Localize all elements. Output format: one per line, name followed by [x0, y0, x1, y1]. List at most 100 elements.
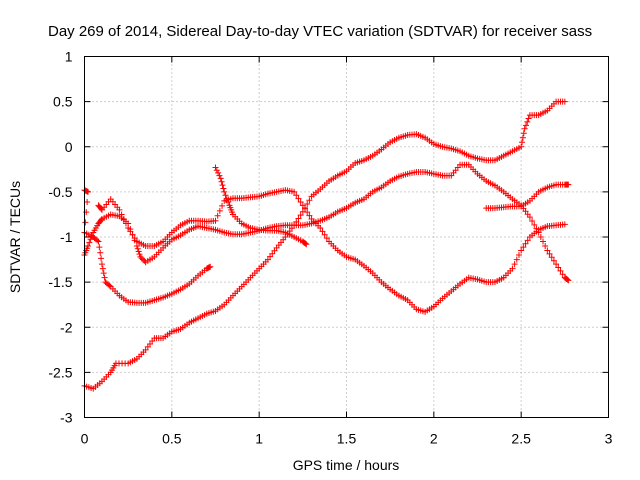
y-tick-label: 0 — [65, 139, 73, 155]
data-point-marker — [98, 261, 105, 268]
data-point-marker — [302, 205, 309, 212]
data-point-marker — [98, 255, 105, 262]
data-point-marker — [129, 231, 136, 238]
data-point-marker — [561, 221, 568, 228]
data-point-marker — [565, 181, 572, 188]
data-point-marker — [137, 253, 144, 260]
data-point-marker — [219, 202, 226, 209]
data-point-marker — [533, 225, 540, 232]
data-point-marker — [565, 277, 572, 284]
data-point-marker — [219, 182, 226, 189]
series-track-4 — [81, 161, 572, 284]
data-point-marker — [82, 219, 89, 226]
data-point-marker — [522, 122, 529, 129]
x-tick-label: 2 — [430, 431, 438, 447]
data-point-marker — [86, 239, 93, 246]
data-point-marker — [323, 235, 330, 242]
data-point-marker — [291, 188, 298, 195]
data-point-marker — [306, 197, 313, 204]
data-point-marker — [548, 254, 555, 261]
data-point-marker — [553, 261, 560, 268]
data-point-marker — [216, 172, 223, 179]
data-point-marker — [100, 270, 107, 277]
data-point-marker — [215, 169, 222, 176]
data-point-marker — [297, 212, 304, 219]
y-tick-label: -0.5 — [48, 184, 72, 200]
series-track-2 — [95, 187, 568, 315]
data-point-marker — [207, 263, 214, 270]
series-track-5 — [212, 164, 310, 248]
data-point-marker — [97, 249, 104, 256]
data-point-marker — [519, 139, 526, 146]
x-axis-label: GPS time / hours — [293, 457, 400, 473]
data-point-marker — [293, 192, 300, 199]
data-point-marker — [217, 175, 224, 182]
data-point-marker — [564, 276, 571, 283]
data-point-marker — [515, 252, 522, 259]
data-point-marker — [106, 282, 113, 289]
data-point-marker — [306, 212, 313, 219]
data-point-marker — [96, 244, 103, 251]
data-point-marker — [214, 212, 221, 219]
data-markers — [81, 98, 572, 392]
data-point-marker — [520, 244, 527, 251]
data-point-marker — [542, 243, 549, 250]
data-point-marker — [299, 202, 306, 209]
data-point-marker — [84, 243, 91, 250]
series-track-1 — [81, 98, 568, 392]
data-point-marker — [95, 238, 102, 245]
data-point-marker — [223, 195, 230, 202]
data-point-marker — [561, 98, 568, 105]
chart-title: Day 269 of 2014, Sidereal Day-to-day VTE… — [48, 23, 592, 40]
data-point-marker — [218, 178, 225, 185]
data-point-marker — [98, 217, 105, 224]
data-point-marker — [213, 167, 220, 174]
data-point-marker — [127, 226, 134, 233]
data-point-marker — [531, 221, 538, 228]
data-point-marker — [131, 237, 138, 244]
series-track-6 — [483, 181, 572, 212]
data-point-marker — [221, 188, 228, 195]
data-point-marker — [529, 217, 536, 224]
y-tick-label: -1.5 — [48, 274, 72, 290]
data-point-marker — [88, 232, 95, 239]
data-point-marker — [98, 205, 105, 212]
data-point-marker — [319, 228, 326, 235]
data-point-marker — [295, 195, 302, 202]
data-point-marker — [513, 256, 520, 263]
data-point-marker — [84, 188, 91, 195]
data-point-marker — [518, 247, 525, 254]
y-tick-label: 1 — [65, 49, 73, 65]
data-point-marker — [520, 130, 527, 137]
data-point-marker — [303, 241, 310, 248]
data-point-marker — [509, 265, 516, 272]
y-tick-label: -2.5 — [48, 364, 72, 380]
data-point-marker — [116, 206, 123, 213]
data-point-marker — [511, 261, 518, 268]
data-point-marker — [535, 229, 542, 236]
data-point-marker — [220, 185, 227, 192]
y-tick-label: -3 — [60, 410, 73, 426]
data-point-marker — [519, 134, 526, 141]
data-point-marker — [212, 164, 219, 171]
data-point-marker — [99, 265, 106, 272]
x-tick-label: 2.5 — [511, 431, 531, 447]
data-point-marker — [225, 199, 232, 206]
data-point-marker — [304, 201, 311, 208]
data-point-marker — [550, 257, 557, 264]
y-tick-label: 0.5 — [53, 94, 73, 110]
data-point-marker — [136, 251, 143, 258]
data-point-marker — [521, 125, 528, 132]
data-point-marker — [526, 214, 533, 221]
data-point-marker — [84, 199, 91, 206]
data-point-marker — [540, 238, 546, 245]
data-point-marker — [555, 264, 562, 271]
plot-frame — [84, 56, 609, 418]
y-tick-label: -2 — [60, 319, 73, 335]
data-point-marker — [87, 236, 94, 243]
data-point-marker — [140, 256, 147, 263]
y-axis-label: SDTVAR / TECUs — [7, 181, 23, 293]
data-point-marker — [317, 224, 324, 231]
data-point-marker — [138, 255, 145, 262]
